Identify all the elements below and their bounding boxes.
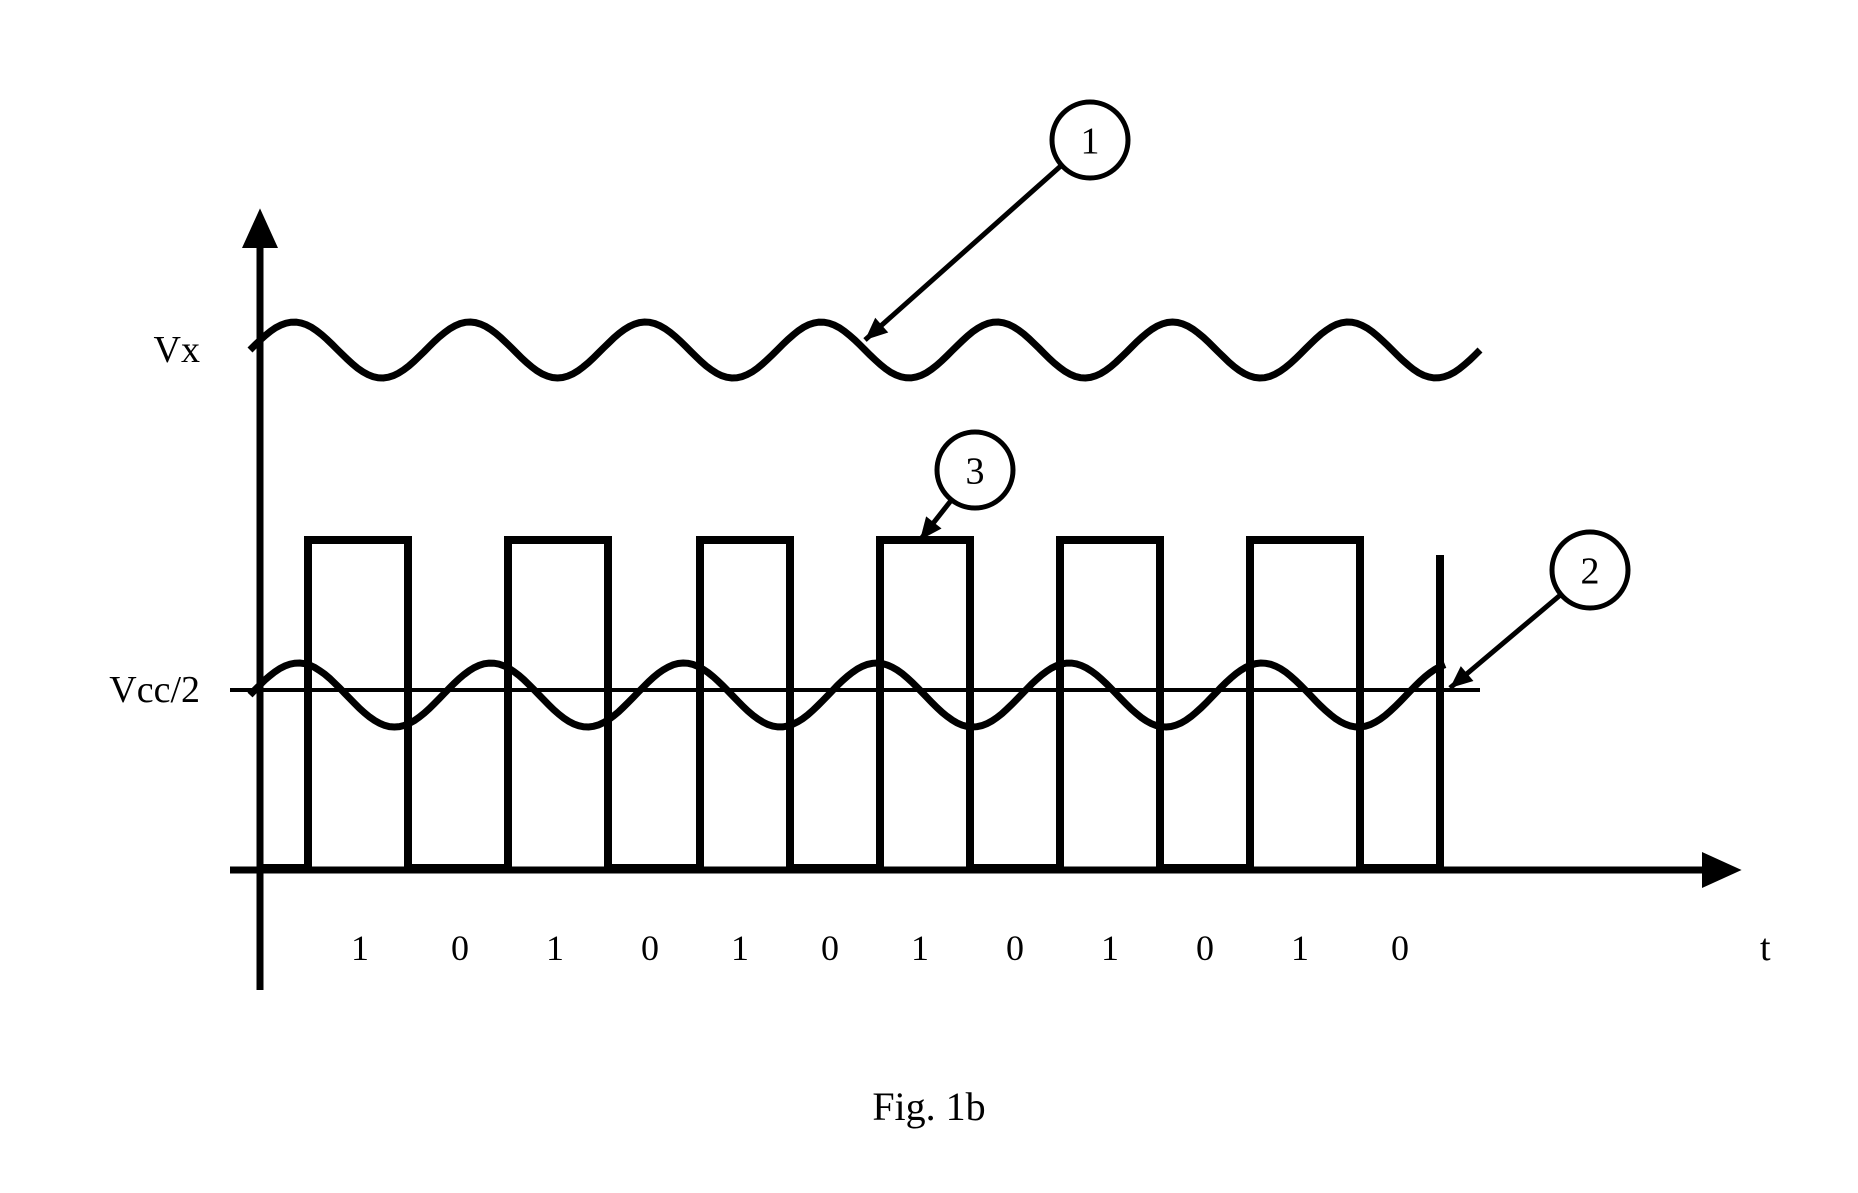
bit-label: 1 — [1101, 928, 1119, 968]
figure-caption: Fig. 1b — [872, 1084, 985, 1129]
callout-number: 3 — [966, 450, 985, 492]
callout-number: 2 — [1581, 550, 1600, 592]
bit-label: 1 — [911, 928, 929, 968]
y-axis-label-vx: Vx — [154, 329, 200, 371]
callout-number: 1 — [1081, 120, 1100, 162]
x-axis-label-t: t — [1760, 927, 1771, 969]
bit-label: 0 — [821, 928, 839, 968]
bit-label: 0 — [1006, 928, 1024, 968]
bit-label: 1 — [546, 928, 564, 968]
bit-label: 0 — [1196, 928, 1214, 968]
timing-diagram: 1 0 1 0 1 0 1 0 1 0 1 0 1 3 2 Vx Vcc/2 t Fig. 1b — [0, 0, 1858, 1193]
bit-label: 1 — [351, 928, 369, 968]
bit-label: 1 — [731, 928, 749, 968]
y-axis-label-vcc2: Vcc/2 — [109, 669, 200, 711]
bit-label: 0 — [1391, 928, 1409, 968]
bit-label: 0 — [641, 928, 659, 968]
bit-label: 0 — [451, 928, 469, 968]
bit-label: 1 — [1291, 928, 1309, 968]
